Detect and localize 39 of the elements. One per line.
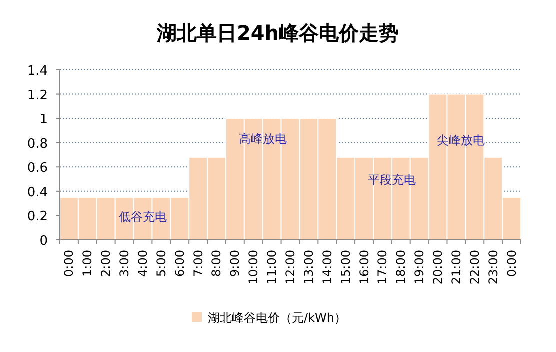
x-tick-label: 11:00: [265, 250, 280, 285]
legend-label: 湖北峰谷电价（元/kWh）: [208, 311, 346, 325]
y-tick-label: 1: [40, 112, 48, 128]
x-tick-label: 12:00: [284, 250, 298, 285]
x-tick-label: 3:00: [118, 250, 132, 277]
y-tick-label: 0.2: [27, 210, 48, 225]
annotation: 高峰放电: [238, 132, 287, 146]
x-tick-label: 21:00: [449, 250, 464, 285]
x-tick-label: 20:00: [431, 250, 446, 285]
annotation: 低谷充电: [118, 210, 167, 224]
x-tick-label: 2:00: [99, 250, 114, 277]
x-tick-label: 13:00: [302, 250, 316, 285]
x-tick-label: 22:00: [468, 250, 482, 285]
x-tick-label: 1:00: [80, 250, 95, 277]
y-tick-label: 0.6: [27, 161, 48, 176]
x-tick-label: 5:00: [154, 250, 168, 277]
y-tick-label: 0.4: [27, 185, 48, 200]
x-tick-label: 0:00: [504, 250, 519, 277]
x-tick-label: 6:00: [172, 250, 187, 277]
x-tick-label: 16:00: [357, 250, 372, 285]
x-tick-label: 7:00: [191, 250, 206, 277]
y-tick-label: 0.8: [27, 136, 48, 152]
x-tick-label: 8:00: [210, 250, 224, 277]
y-tick-label: 1.2: [27, 88, 48, 104]
x-tick-label: 15:00: [338, 250, 353, 285]
x-tick-label: 17:00: [376, 250, 390, 285]
x-tick-label: 9:00: [228, 250, 242, 277]
x-tick-label: 0:00: [62, 250, 76, 277]
y-tick-label: 1.4: [27, 64, 48, 79]
x-tick-label: 14:00: [320, 250, 334, 285]
x-tick-label: 23:00: [486, 250, 500, 285]
x-tick-label: 18:00: [394, 250, 408, 285]
x-tick-label: 10:00: [246, 250, 261, 285]
chart-title: 湖北单日24h峰谷电价走势: [156, 21, 400, 45]
y-tick-label: 0: [40, 234, 48, 249]
x-tick-label: 4:00: [136, 250, 150, 277]
x-tick-label: 19:00: [412, 250, 427, 285]
annotation: 平段充电: [368, 172, 416, 187]
annotation: 尖峰放电: [437, 134, 486, 148]
